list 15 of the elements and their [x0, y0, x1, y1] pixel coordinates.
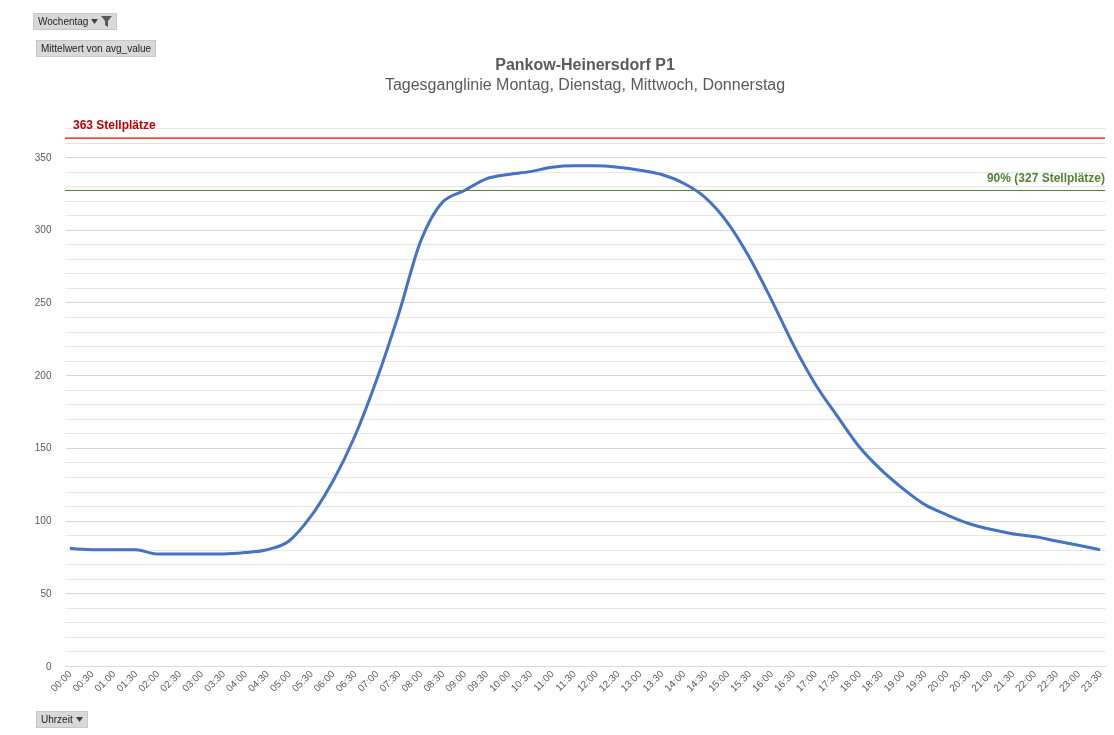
- y-tick-label: 350: [34, 151, 52, 163]
- chart-subtitle: Tagesganglinie Montag, Dienstag, Mittwoch, Donnerstag: [384, 76, 786, 94]
- y-tick-label: 300: [34, 224, 52, 236]
- text: Wochentag: [38, 16, 89, 27]
- y-tick-label: 0: [45, 660, 52, 672]
- y-tick-label: 250: [34, 296, 52, 308]
- y-tick-label: 100: [34, 515, 52, 527]
- chart-title: Pankow-Heinersdorf P1: [495, 56, 675, 74]
- ref-line-label: 363 Stellplätze: [73, 118, 157, 133]
- text: Mittelwert von avg_value: [41, 43, 152, 54]
- text: Uhrzeit: [41, 714, 73, 725]
- y-tick-label: 200: [34, 369, 52, 381]
- ref-line-label: 90% (327 Stellplätze): [986, 170, 1105, 185]
- y-tick-label: 150: [34, 442, 52, 454]
- y-tick-label: 50: [40, 587, 52, 599]
